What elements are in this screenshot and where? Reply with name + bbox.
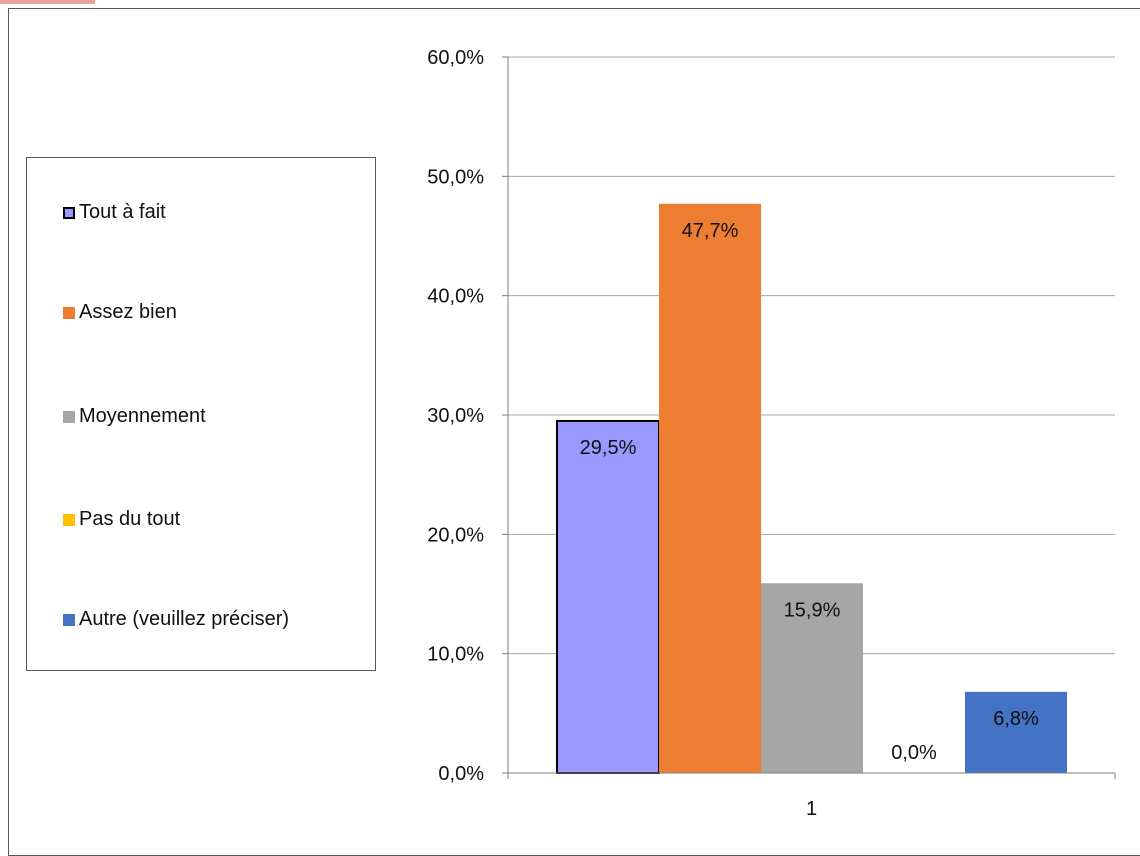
y-tick-label: 30,0%: [427, 405, 484, 427]
bar-data-label: 0,0%: [891, 742, 937, 764]
bar: [659, 203, 761, 773]
bar-data-label: 29,5%: [580, 437, 637, 459]
x-tick-label: 1: [806, 798, 817, 820]
legend: Tout à fait Assez bien Moyennement Pas d…: [26, 157, 376, 671]
x-axis: 1: [507, 772, 1116, 820]
legend-item-autre: Autre (veuillez préciser): [63, 608, 289, 631]
bar-data-label: 6,8%: [993, 708, 1039, 730]
legend-item-moyennement: Moyennement: [63, 405, 206, 428]
bar-data-label: 15,9%: [784, 599, 841, 621]
y-tick-label: 50,0%: [427, 166, 484, 188]
legend-label-autre: Autre (veuillez préciser): [79, 608, 290, 630]
legend-label-assez-bien: Assez bien: [79, 301, 177, 323]
bar-labels: 29,5% 47,7% 15,9% 0,0% 6,8%: [580, 220, 1039, 764]
y-tick-label: 60,0%: [427, 47, 484, 69]
legend-swatch-moyennement: [63, 410, 75, 423]
legend-label-pas-du-tout: Pas du tout: [79, 508, 181, 530]
legend-swatch-assez-bien: [63, 306, 75, 319]
y-tick-label: 20,0%: [427, 524, 484, 546]
bar-data-label: 47,7%: [682, 220, 739, 242]
legend-label-moyennement: Moyennement: [79, 405, 206, 427]
y-tick-label: 40,0%: [427, 286, 484, 308]
legend-item-tout-a-fait: Tout à fait: [63, 201, 166, 224]
legend-swatch-tout-a-fait: [63, 206, 75, 219]
bar: [965, 691, 1067, 773]
bar: [556, 419, 660, 774]
bar: [761, 583, 863, 773]
top-accent-bar: [0, 0, 95, 4]
y-tick-label: 0,0%: [438, 763, 484, 785]
legend-item-pas-du-tout: Pas du tout: [63, 508, 180, 531]
y-axis: 0,0% 10,0% 20,0% 30,0% 40,0% 50,0% 60,0%: [427, 47, 509, 785]
legend-item-assez-bien: Assez bien: [63, 301, 177, 324]
legend-label-tout-a-fait: Tout à fait: [79, 201, 166, 223]
legend-swatch-autre: [63, 613, 75, 626]
y-tick-label: 10,0%: [427, 644, 484, 666]
legend-swatch-pas-du-tout: [63, 513, 75, 526]
bars: [556, 203, 1067, 774]
